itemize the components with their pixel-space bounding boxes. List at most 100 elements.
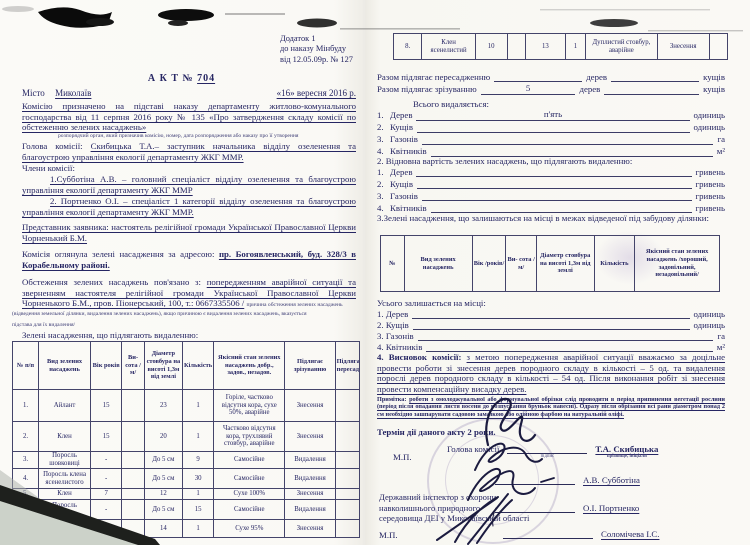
list-item: 4. Квітників м² xyxy=(377,146,725,157)
item-unit: гривень xyxy=(695,190,725,201)
table-cell: 10 xyxy=(474,33,508,60)
act-title: А К Т № 704 xyxy=(0,73,363,84)
fill-blank xyxy=(604,85,700,95)
signer-name: Соломічева І.С. xyxy=(601,529,660,539)
name-caption: прізвище, ініціали xyxy=(606,454,647,459)
note-text: роботи з омолоджувальної або формувально… xyxy=(377,396,726,418)
fill-blank xyxy=(611,72,700,82)
inspected-address-paragraph: Комісія оглянула зелені насадження за ад… xyxy=(22,249,356,270)
table-cell xyxy=(334,451,361,469)
table-cell xyxy=(121,488,145,500)
table-cell: - xyxy=(90,451,123,469)
table-cell: 13 xyxy=(524,33,566,60)
table-cell: Горіле, частково відсутня кора, сухе 50%… xyxy=(213,389,286,422)
table-cell: 10 xyxy=(90,519,123,538)
signature-row-head: Голова комісії підпис Т.А. Скибицька прі… xyxy=(447,443,658,459)
table-cell: Самосійне xyxy=(213,468,286,489)
total-transplant-line: Разом підлягає пересадженню дерев кущів xyxy=(377,72,725,82)
table-cell: 1 xyxy=(181,488,215,500)
item-label: 3. Газонів xyxy=(377,330,414,341)
mp-seal-label-1: М.П. xyxy=(393,452,412,462)
fill-blank xyxy=(412,320,690,330)
reason-paragraph: Обстеження зелених насаджень пов'язано з… xyxy=(22,277,356,309)
removal-table: № п/п Вид зелених насаджень Вік років Ви… xyxy=(11,341,361,538)
item-label: Дерев xyxy=(390,110,413,120)
table-cell: - xyxy=(90,499,123,520)
fill-blank xyxy=(430,203,692,213)
annex-line: Додаток 1 xyxy=(280,34,316,43)
list-item: 2. Кущів гривень xyxy=(377,179,725,189)
col-header: Вік років xyxy=(90,341,123,390)
head-label: Голова комісії: xyxy=(22,141,83,151)
col-header: Якісний стан зелених насаджень /хороший,… xyxy=(634,235,720,292)
item-label: Газонів xyxy=(390,190,418,201)
reason-value: попередженням аварійної ситуації та звер… xyxy=(22,277,356,309)
inspector-line: Державний інспектор з охорони xyxy=(379,492,497,502)
table-cell: Поросль клена ясенелистого xyxy=(38,468,92,489)
item-label: 1. Дерев xyxy=(377,308,409,319)
fill-blank xyxy=(416,167,692,177)
annex-line: до наказу Мінбуду xyxy=(280,44,347,54)
table-cell xyxy=(334,499,361,520)
list-item: 4. Квітників м² xyxy=(377,342,725,352)
removal-table-caption: Зелені насадження, що підлягають видален… xyxy=(22,330,199,340)
sig-role-label: Голова комісії xyxy=(447,444,500,454)
table-cell: Поросль айланта xyxy=(38,499,92,520)
reason-label: Обстеження зелених насаджень пов'язано з… xyxy=(22,277,201,287)
col-header: Ви- сота /м/ xyxy=(505,235,537,292)
annex-line: від 12.05.09р. № 127 xyxy=(280,54,353,64)
total-removed-list: 1. Дерев п'ять одиниць 2. Кущів одиниць … xyxy=(377,109,725,157)
fill-blank xyxy=(430,147,713,157)
note-paragraph: Примітка: роботи з омолоджувальної або ф… xyxy=(377,396,725,418)
total-removed-label: Всього видаляється: xyxy=(413,99,489,109)
remaining-total-list: 1. Дерев одиниць 2. Кущів одиниць 3. Газ… xyxy=(377,309,725,352)
table-cell: Клен ясенелистий xyxy=(38,519,92,538)
item-unit: гривень xyxy=(695,178,725,189)
removal-table-body: 1. Айлант 15 23 1 Горіле, частково відсутня к… xyxy=(11,389,361,538)
city-value: Миколаїв xyxy=(55,88,92,98)
item-label: Газонів xyxy=(390,134,418,144)
commission-head-paragraph: Голова комісії: Скибицька Т.А.– заступни… xyxy=(22,141,356,162)
table-cell: 8. xyxy=(392,33,423,60)
table-cell xyxy=(334,488,361,500)
inspector-title: Державний інспектор з охорони навколишнь… xyxy=(379,492,529,524)
table-cell: До 5 см xyxy=(143,451,183,469)
table-cell: Дуплистий стовбур, аварійне xyxy=(585,33,658,60)
fill-blank xyxy=(421,135,714,145)
item-unit: одиниць xyxy=(693,110,725,120)
table-cell: 15 xyxy=(90,421,123,452)
list-item: 3. Газонів га xyxy=(377,331,725,341)
address-label: Комісія оглянула зелені насадження за ад… xyxy=(22,249,215,259)
table-cell: Знесення xyxy=(284,421,336,452)
table-row: 2. Клен 15 20 1 Частково відсутня кора, трухл… xyxy=(11,421,361,452)
restoration-cost-list: 1. Дерев гривень 2. Кущів гривень 3. Газ… xyxy=(377,167,725,213)
address-value: пр. Богоявленський, буд. 328/3 в Корабел… xyxy=(22,249,356,270)
col-header: Якісний стан зелених насаджень добр., за… xyxy=(213,341,286,390)
line-unit: кущів xyxy=(703,71,726,82)
annex-block: Додаток 1 до наказу Мінбуду від 12.05.09… xyxy=(280,34,360,65)
fill-blank xyxy=(421,191,692,201)
table-cell: До 5 см xyxy=(143,468,183,489)
signature-row-inspector: Соломічева І.С. xyxy=(495,528,659,539)
mp-seal-label-2: М.П. xyxy=(379,530,398,540)
remaining-table: № Вид зелених насаджень Вік /років/ Ви- … xyxy=(380,235,720,292)
table-cell: Клен xyxy=(38,488,92,500)
item-unit: га xyxy=(717,134,725,144)
list-item: 3. Газонів гривень xyxy=(377,191,725,201)
table-row: 1. Айлант 15 23 1 Горіле, частково відсутня к… xyxy=(11,389,361,422)
table-cell: 3. xyxy=(11,451,40,469)
table-cell: Видалення xyxy=(284,499,336,520)
item-number: 1. xyxy=(377,166,384,177)
item-label: 4. Квітників xyxy=(377,341,423,352)
restoration-cost-label: 2. Відновна вартість зелених насаджень, … xyxy=(377,156,633,166)
removal-table-header-row: № п/п Вид зелених насаджень Вік років Ви… xyxy=(11,341,361,390)
table-cell xyxy=(121,519,145,538)
col-header: Кількість xyxy=(181,341,215,390)
item-label: 2. Кущів xyxy=(377,319,409,330)
fill-blank xyxy=(416,123,690,133)
col-header: Ви-сота /м/ xyxy=(121,341,145,390)
table-cell: Знесення xyxy=(284,519,336,538)
fill-blank xyxy=(426,342,713,352)
act-page-2: 8. Клен ясенелистий 10 13 1 Дуплистий стовбур… xyxy=(365,0,750,545)
inspector-line: середовища ДЕІ у Миколаївській області xyxy=(379,513,530,524)
